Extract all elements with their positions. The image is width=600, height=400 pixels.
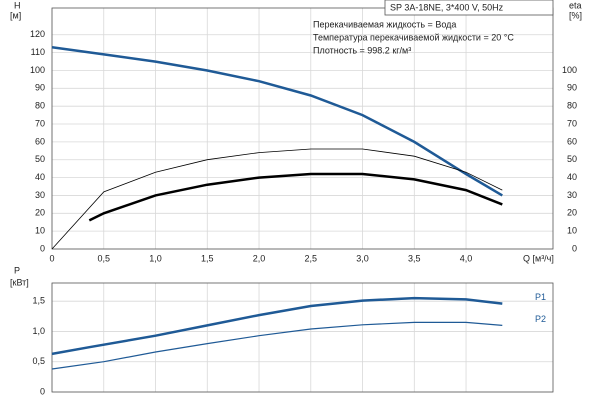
y2-tick-label: 10 <box>567 226 577 236</box>
y2-tick-label: 100 <box>562 65 577 75</box>
y-tick-label: 0,5 <box>32 356 45 366</box>
y-axis-label: P <box>14 265 20 275</box>
curve <box>88 172 503 222</box>
y-tick-label: 70 <box>35 118 45 128</box>
y2-tick-label: 0 <box>572 243 577 253</box>
x-tick-label: 4,0 <box>460 253 473 263</box>
y-tick-label: 100 <box>30 65 45 75</box>
y-tick-label: 50 <box>35 154 45 164</box>
y-axis-label: H <box>14 0 21 10</box>
annotation: Плотность = 998.2 кг/м³ <box>313 45 411 55</box>
y-tick-label: 110 <box>31 47 45 57</box>
y2-tick-label: 80 <box>567 101 577 111</box>
y-tick-label: 90 <box>35 83 45 93</box>
plot-frame <box>51 7 554 250</box>
x-axis-label: Q [м³/ч] <box>523 253 554 263</box>
y-tick-label: 20 <box>35 208 45 218</box>
y2-tick-label: 50 <box>567 154 577 164</box>
title-box <box>384 0 554 16</box>
y-tick-label: 60 <box>35 136 45 146</box>
x-tick-label: 2,0 <box>253 253 266 263</box>
y-tick-label: 0 <box>40 386 45 396</box>
y2-tick-label: 90 <box>567 83 577 93</box>
y2-tick-label: 40 <box>567 172 577 182</box>
y2-tick-label: 70 <box>567 118 577 128</box>
y2-axis-unit: [%] <box>569 10 582 20</box>
y-tick-label: 1,5 <box>32 296 45 306</box>
y-tick-label: 80 <box>35 101 45 111</box>
x-tick-label: 3,5 <box>408 253 421 263</box>
plot-frame <box>51 282 554 393</box>
y2-tick-label: 60 <box>567 136 577 146</box>
y-tick-label: 120 <box>30 29 45 39</box>
y-tick-label: 10 <box>35 226 45 236</box>
chart-title: SP 3A-18NE, 3*400 V, 50Hz <box>390 2 504 12</box>
curve <box>51 296 503 356</box>
x-tick-label: 1,5 <box>201 253 214 263</box>
curve-label: P2 <box>535 314 546 324</box>
x-tick-label: 3,0 <box>356 253 369 263</box>
y2-tick-label: 30 <box>567 190 577 200</box>
annotation: Перекачиваемая жидкость = Вода <box>313 19 456 29</box>
curve <box>51 46 503 197</box>
y-tick-label: 0 <box>40 243 45 253</box>
y2-tick-label: 20 <box>567 208 577 218</box>
x-tick-label: 1,0 <box>149 253 162 263</box>
x-tick-label: 0 <box>49 253 54 263</box>
curve <box>51 321 503 370</box>
curve-label: P1 <box>535 292 546 302</box>
y-axis-unit: [м] <box>10 10 21 20</box>
y-axis-unit: [кВт] <box>10 277 29 287</box>
y2-axis-label: eta <box>569 0 582 10</box>
curve <box>51 148 503 250</box>
annotation: Температура перекачиваемой жидкости = 20… <box>313 32 514 42</box>
y-tick-label: 30 <box>35 190 45 200</box>
x-tick-label: 2,5 <box>305 253 318 263</box>
y-tick-label: 40 <box>35 172 45 182</box>
x-tick-label: 0,5 <box>97 253 110 263</box>
y-tick-label: 1,0 <box>32 326 45 336</box>
